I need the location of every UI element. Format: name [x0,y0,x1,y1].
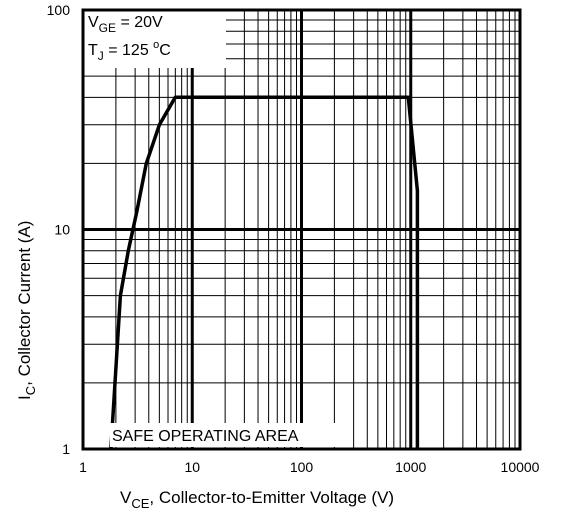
condition-vge: VGE = 20V [88,14,163,35]
x-tick-label: 1000 [395,459,426,475]
condition-tj: TJ = 125 oC [88,39,171,63]
x-tick-label: 10 [184,459,200,475]
conditions-box [83,10,226,68]
soa-boundary-line [109,95,420,450]
series-group [109,95,420,450]
y-axis-label: IC, Collector Current (A) [15,221,38,400]
x-tick-label: 1 [79,459,87,475]
annotation-box [110,423,350,447]
tick-labels: 1 10 100 1000 10000 1 10 100 [47,2,540,475]
plot-frame [81,8,522,451]
safe-operating-area-label: SAFE OPERATING AREA [112,428,299,445]
x-axis-label: VCE, Collector-to-Emitter Voltage (V) [120,488,394,511]
y-tick-label: 100 [47,2,71,18]
y-tick-label: 1 [62,441,70,457]
x-tick-label: 10000 [501,459,540,475]
y-tick-label: 10 [54,222,70,238]
major-grid [83,10,520,449]
x-tick-label: 100 [290,459,314,475]
